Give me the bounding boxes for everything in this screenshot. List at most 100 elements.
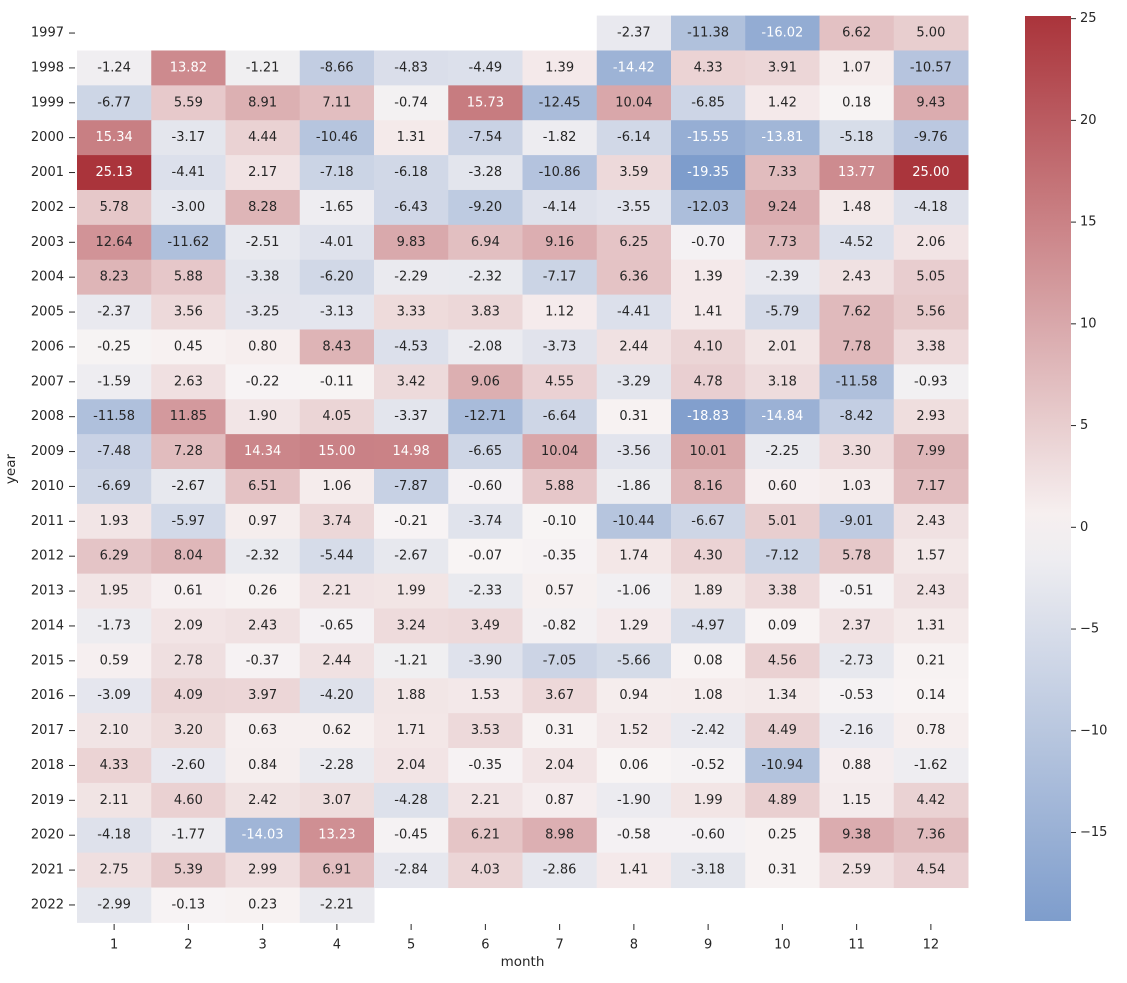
heatmap-cell: [299, 503, 375, 540]
cell-label: -3.55: [617, 200, 651, 215]
heatmap-cell: [893, 120, 969, 156]
y-tick-label: 2014: [31, 618, 64, 633]
cell-label: 0.88: [842, 758, 871, 773]
heatmap-cell: [819, 259, 895, 296]
heatmap-cell: [151, 643, 226, 679]
heatmap-cell: [745, 155, 820, 191]
heatmap-cell: [151, 294, 226, 330]
heatmap-cell: [448, 259, 523, 296]
heatmap-cell: [299, 120, 375, 156]
heatmap-cell: [374, 329, 449, 365]
cell-label: 5.39: [174, 863, 203, 878]
cell-label: -3.38: [246, 270, 280, 285]
cell-label: 3.97: [248, 688, 277, 703]
heatmap-cell: [745, 224, 820, 261]
cell-label: -10.57: [910, 60, 952, 75]
heatmap-cell: [151, 50, 226, 86]
cell-label: 4.05: [322, 409, 351, 424]
x-tick-label: 1: [110, 938, 118, 953]
heatmap-cell: [819, 573, 895, 610]
cell-label: 2.63: [174, 374, 203, 389]
cell-label: -7.54: [469, 130, 503, 145]
cell-label: -19.35: [687, 165, 729, 180]
heatmap-cell: [77, 748, 152, 784]
cell-label: 3.59: [619, 165, 648, 180]
cell-label: -12.03: [687, 200, 729, 215]
heatmap-cell: [77, 434, 152, 470]
heatmap-cell: [819, 748, 895, 784]
heatmap-cell: [893, 224, 969, 261]
y-tick-label: 1998: [31, 60, 64, 75]
heatmap-cell: [522, 399, 598, 435]
heatmap-cell: [77, 469, 152, 505]
cell-label: -15.55: [687, 130, 729, 145]
cell-label: 5.59: [174, 95, 203, 110]
cell-label: 2.21: [471, 793, 500, 808]
heatmap-cell: [448, 364, 523, 400]
heatmap-cell: [522, 782, 598, 819]
cell-label: 0.84: [248, 758, 277, 773]
heatmap-cell: [522, 50, 598, 86]
heatmap-cell: [448, 120, 523, 156]
cell-label: 0.62: [322, 723, 351, 738]
cell-label: 6.21: [471, 828, 500, 843]
heatmap-cell: [151, 155, 226, 191]
heatmap-cell: [151, 713, 226, 749]
cell-label: -0.53: [840, 688, 874, 703]
y-tick-label: 2009: [31, 444, 64, 459]
x-axis-title: month: [501, 954, 545, 970]
cell-label: 7.78: [842, 339, 871, 354]
heatmap-cell: [448, 189, 523, 226]
cell-label: 14.98: [393, 444, 430, 459]
cell-label: 1.31: [916, 618, 945, 633]
cell-label: -2.60: [172, 758, 206, 773]
cell-label: 3.18: [768, 374, 797, 389]
cell-label: 1.95: [100, 584, 129, 599]
cell-label: -0.35: [543, 549, 577, 564]
heatmap-cell: [299, 643, 375, 679]
heatmap-cell: [225, 538, 301, 575]
cell-label: -1.21: [394, 653, 428, 668]
cell-label: 3.83: [471, 305, 500, 320]
cell-label: -2.86: [543, 863, 577, 878]
heatmap-cell: [151, 189, 226, 226]
cell-label: 7.73: [768, 235, 797, 250]
heatmap-cell: [448, 503, 523, 540]
cell-label: 7.33: [768, 165, 797, 180]
cell-label: 0.26: [248, 584, 277, 599]
cell-label: 10.01: [690, 444, 727, 459]
cell-label: 2.04: [397, 758, 426, 773]
heatmap-cell: [225, 852, 301, 889]
heatmap-cell: [448, 434, 523, 470]
cell-label: -3.28: [469, 165, 503, 180]
y-tick-label: 2002: [31, 200, 64, 215]
cell-label: -12.45: [539, 95, 581, 110]
cell-label: 2.09: [174, 618, 203, 633]
cell-label: 8.28: [248, 200, 277, 215]
heatmap-cell: [522, 155, 598, 191]
cell-label: -8.42: [840, 409, 874, 424]
heatmap-cell: [893, 155, 969, 191]
cell-label: 9.16: [545, 235, 574, 250]
y-tick-label: 2005: [31, 305, 64, 320]
cell-label: 1.52: [619, 723, 648, 738]
heatmap-cell: [151, 399, 226, 435]
heatmap-cell: [448, 85, 523, 121]
cell-label: -2.37: [617, 26, 651, 41]
heatmap-cell: [448, 852, 523, 889]
cell-label: -3.29: [617, 374, 651, 389]
heatmap-cell: [448, 817, 523, 854]
cell-label: -0.58: [617, 828, 651, 843]
heatmap-cell: [374, 50, 449, 86]
cell-label: 3.42: [397, 374, 426, 389]
heatmap-cell: [77, 643, 152, 679]
heatmap-cell: [819, 434, 895, 470]
cell-label: -1.77: [172, 828, 206, 843]
cell-label: -3.56: [617, 444, 651, 459]
x-tick-label: 7: [555, 938, 563, 953]
cell-label: 5.56: [916, 305, 945, 320]
cell-label: -4.83: [394, 60, 428, 75]
heatmap-cell: [745, 50, 820, 86]
heatmap-cell: [77, 189, 152, 226]
